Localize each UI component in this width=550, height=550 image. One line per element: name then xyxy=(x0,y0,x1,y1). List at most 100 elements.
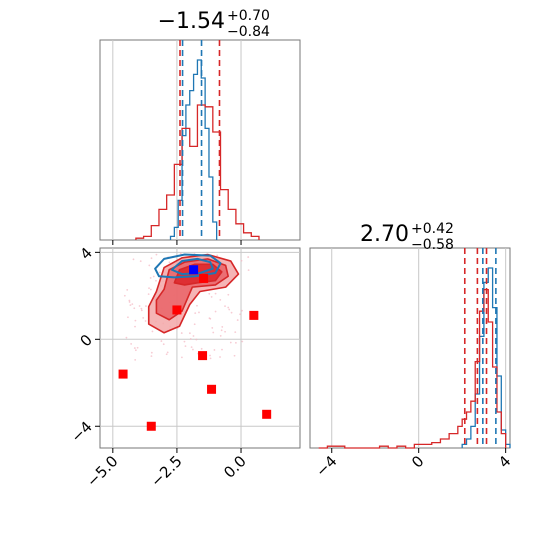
faint-sample-58 xyxy=(227,293,230,296)
faint-sample-123 xyxy=(134,319,137,322)
faint-sample-98 xyxy=(224,305,226,308)
marginal-y-hist-series-1 xyxy=(318,288,507,449)
faint-sample-71 xyxy=(230,311,233,314)
faint-sample-45 xyxy=(140,309,143,312)
faint-sample-27 xyxy=(127,316,129,319)
faint-sample-94 xyxy=(139,260,142,263)
faint-sample-124 xyxy=(136,346,139,349)
joint-blue-contours xyxy=(154,253,222,279)
square-marker-6 xyxy=(207,384,217,394)
joint-x-ticks: −5.0 −2.5 0.0 xyxy=(83,448,250,491)
faint-sample-39 xyxy=(229,341,232,344)
faint-sample-72 xyxy=(209,317,212,320)
joint-y-tick-label-2: −4 xyxy=(68,418,96,446)
faint-sample-130 xyxy=(190,346,193,349)
marginal-y-title-sup: +0.42 xyxy=(411,221,454,237)
faint-sample-96 xyxy=(192,348,194,351)
faint-sample-116 xyxy=(193,323,196,326)
faint-sample-67 xyxy=(181,356,183,359)
marginal-x-frame xyxy=(99,39,301,241)
faint-sample-62 xyxy=(219,299,222,301)
faint-sample-9 xyxy=(147,293,150,296)
square-marker-7 xyxy=(262,409,272,419)
marginal-y-panel: −4 0 4 2.70 +0.42 −0.58 xyxy=(309,221,514,480)
marginal-x-hist-series-0 xyxy=(169,59,218,240)
faint-sample-100 xyxy=(220,329,223,332)
faint-sample-109 xyxy=(133,347,136,349)
marginal-y-grid xyxy=(331,248,507,448)
faint-sample-30 xyxy=(126,289,129,291)
faint-sample-132 xyxy=(219,334,222,337)
faint-sample-125 xyxy=(168,261,171,264)
faint-sample-49 xyxy=(155,253,158,256)
faint-sample-2 xyxy=(149,288,152,291)
faint-sample-66 xyxy=(192,335,195,337)
joint-x-tick-label-0: −5.0 xyxy=(83,452,121,490)
faint-sample-113 xyxy=(247,269,250,272)
faint-sample-35 xyxy=(152,275,155,278)
marginal-y-tick-label-1: 0 xyxy=(408,452,427,471)
faint-sample-64 xyxy=(131,303,134,306)
faint-sample-90 xyxy=(221,326,224,328)
faint-sample-77 xyxy=(208,292,211,295)
faint-sample-76 xyxy=(150,351,153,354)
faint-sample-14 xyxy=(151,330,154,333)
faint-sample-68 xyxy=(233,354,236,357)
marginal-y-tick-label-2: 4 xyxy=(495,452,514,471)
faint-sample-25 xyxy=(247,256,250,258)
faint-sample-120 xyxy=(128,299,131,302)
faint-sample-15 xyxy=(224,330,226,333)
blue-contour-inner xyxy=(170,257,214,276)
faint-sample-84 xyxy=(239,313,241,316)
faint-sample-0 xyxy=(184,345,187,348)
marginal-x-grid xyxy=(112,40,242,240)
faint-sample-28 xyxy=(149,277,152,279)
faint-sample-126 xyxy=(179,252,182,255)
faint-sample-139 xyxy=(213,349,216,351)
faint-sample-122 xyxy=(134,349,137,352)
faint-sample-23 xyxy=(162,343,165,346)
faint-sample-6 xyxy=(189,337,192,340)
faint-sample-110 xyxy=(133,307,136,310)
faint-sample-53 xyxy=(228,308,231,311)
faint-sample-10 xyxy=(195,338,198,341)
faint-sample-50 xyxy=(125,336,128,339)
faint-sample-42 xyxy=(148,264,151,267)
marginal-x-title-sup: +0.70 xyxy=(227,8,270,24)
faint-sample-119 xyxy=(144,320,147,322)
faint-sample-138 xyxy=(140,307,143,310)
blue-contour-outer xyxy=(154,253,222,279)
faint-sample-65 xyxy=(241,340,244,343)
faint-sample-134 xyxy=(198,311,200,314)
faint-sample-18 xyxy=(165,353,168,356)
faint-sample-131 xyxy=(180,332,183,334)
marginal-y-title-sub: −0.58 xyxy=(411,237,454,253)
faint-sample-17 xyxy=(188,332,191,335)
marginal-x-title: −1.54 +0.70 −0.84 xyxy=(158,8,270,40)
marginal-x-quantile-lines xyxy=(179,40,221,240)
marginal-x-panel: −1.54 +0.70 −0.84 xyxy=(99,8,301,245)
faint-sample-101 xyxy=(142,316,145,319)
marginal-y-ticks: −4 0 4 xyxy=(312,448,514,480)
faint-sample-86 xyxy=(130,343,133,345)
faint-sample-118 xyxy=(209,357,212,360)
marginal-y-tick-label-0: −4 xyxy=(312,452,340,480)
square-marker-1 xyxy=(199,273,209,283)
faint-sample-112 xyxy=(132,258,135,261)
faint-sample-81 xyxy=(134,325,136,328)
faint-sample-11 xyxy=(234,331,237,334)
faint-sample-61 xyxy=(194,312,197,315)
faint-sample-135 xyxy=(145,305,147,307)
marginal-x-title-value: −1.54 xyxy=(158,9,225,34)
faint-sample-111 xyxy=(216,254,219,257)
square-marker-8 xyxy=(146,421,156,431)
marginal-y-quantile-lines xyxy=(463,248,497,448)
joint-panel: −5.0 −2.5 0.0 4 0 −4 xyxy=(68,244,301,491)
faint-sample-43 xyxy=(134,358,137,361)
joint-y-tick-label-0: 4 xyxy=(76,244,95,263)
marginal-y-title-value: 2.70 xyxy=(360,222,409,247)
marginal-x-title-sub: −0.84 xyxy=(227,24,270,40)
faint-sample-82 xyxy=(158,271,161,274)
faint-sample-59 xyxy=(240,259,243,262)
